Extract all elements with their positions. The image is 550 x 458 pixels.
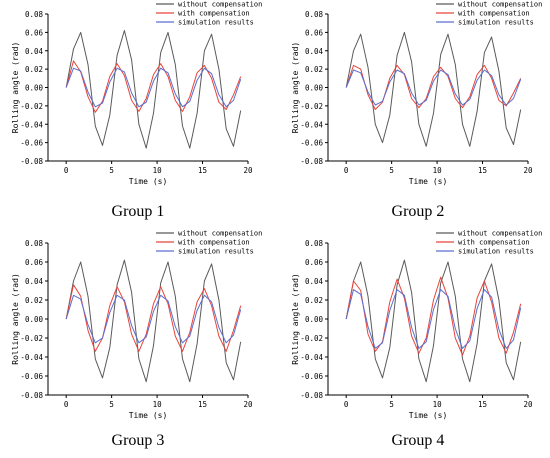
y-axis-label: Rolling angle (rad) <box>11 273 20 365</box>
chart-1: -0.08 -0.06 -0.04 -0.02 0.00 0.02 0.04 0.06 0.08… <box>11 1 262 187</box>
caption-group-3: Group 3 <box>111 432 165 449</box>
caption-group-2: Group 2 <box>391 203 445 220</box>
y-tick-label: 0.02 <box>305 296 323 305</box>
y-axis-label: Rolling angle (rad) <box>291 42 300 134</box>
series-line-simulation <box>65 67 242 108</box>
caption-group-4: Group 4 <box>391 432 445 449</box>
series-line-with <box>65 60 242 113</box>
y-tick-label: 0.06 <box>25 28 44 37</box>
x-tick-label: 20 <box>243 400 253 409</box>
series-line-without <box>65 259 242 383</box>
caption-group-1: Group 1 <box>111 203 165 220</box>
series-line-simulation <box>345 289 522 349</box>
x-axis-label: Time (s) <box>409 177 448 186</box>
legend-label-without: without compensation <box>178 1 262 9</box>
y-tick-label: 0.08 <box>305 10 324 19</box>
y-tick-label: -0.04 <box>300 353 323 362</box>
chart-4: -0.08 -0.06 -0.04 -0.02 0.00 0.02 0.04 0.06 0.08… <box>291 230 542 421</box>
y-tick-label: -0.04 <box>20 120 43 129</box>
y-tick-label: -0.02 <box>20 102 43 111</box>
x-tick-label: 5 <box>109 166 114 175</box>
y-tick-label: 0.06 <box>305 28 324 37</box>
x-tick-label: 5 <box>389 166 394 175</box>
x-tick-label: 20 <box>243 166 253 175</box>
chart-2: -0.08 -0.06 -0.04 -0.02 0.00 0.02 0.04 0.06 0.08… <box>291 1 542 187</box>
x-axis-label: Time (s) <box>129 411 168 420</box>
legend-label-simulation: simulation results <box>458 248 534 256</box>
y-tick-label: -0.06 <box>20 372 43 381</box>
y-tick-label: -0.08 <box>20 157 43 166</box>
x-tick-label: 10 <box>433 166 443 175</box>
y-axis-label: Rolling angle (rad) <box>291 273 300 365</box>
y-tick-label: 0.04 <box>305 277 324 286</box>
y-tick-label: 0.02 <box>305 65 323 74</box>
y-tick-label: 0.00 <box>25 84 44 93</box>
y-tick-label: 0.04 <box>25 277 44 286</box>
y-tick-label: 0.00 <box>305 315 324 324</box>
y-tick-label: -0.08 <box>300 157 323 166</box>
legend-label-simulation: simulation results <box>178 248 254 256</box>
legend-label-simulation: simulation results <box>178 19 254 27</box>
x-tick-label: 10 <box>433 400 443 409</box>
x-tick-label: 20 <box>523 400 533 409</box>
x-tick-label: 5 <box>109 400 114 409</box>
legend-label-simulation: simulation results <box>458 19 534 27</box>
series-line-without <box>345 31 522 147</box>
y-tick-label: 0.04 <box>25 47 44 56</box>
series-line-simulation <box>65 294 242 344</box>
legend-label-without: without compensation <box>458 1 542 9</box>
x-tick-label: 20 <box>523 166 533 175</box>
series-line-with <box>345 64 522 110</box>
x-tick-label: 0 <box>344 400 349 409</box>
y-tick-label: 0.06 <box>25 258 44 267</box>
legend-label-with: with compensation <box>178 239 250 247</box>
x-tick-label: 0 <box>344 166 349 175</box>
y-tick-label: -0.02 <box>300 102 323 111</box>
x-tick-label: 10 <box>153 166 163 175</box>
y-tick-label: 0.06 <box>305 258 324 267</box>
x-axis-label: Time (s) <box>409 411 448 420</box>
y-tick-label: -0.02 <box>20 334 43 343</box>
y-tick-label: -0.08 <box>20 391 43 400</box>
y-tick-label: 0.00 <box>25 315 44 324</box>
y-tick-label: -0.02 <box>300 334 323 343</box>
y-tick-label: -0.06 <box>300 139 323 148</box>
x-tick-label: 15 <box>478 166 487 175</box>
x-tick-label: 15 <box>198 400 207 409</box>
x-tick-label: 5 <box>389 400 394 409</box>
x-tick-label: 15 <box>198 166 207 175</box>
y-axis-label: Rolling angle (rad) <box>11 42 20 134</box>
x-tick-label: 10 <box>153 400 163 409</box>
y-tick-label: 0.00 <box>305 84 324 93</box>
legend-label-with: with compensation <box>458 10 530 18</box>
y-tick-label: 0.08 <box>25 10 44 19</box>
series-line-without <box>345 259 522 383</box>
y-tick-label: -0.04 <box>300 120 323 129</box>
series-line-simulation <box>345 69 522 106</box>
x-tick-label: 0 <box>64 166 69 175</box>
series-line-without <box>65 30 242 149</box>
y-tick-label: 0.02 <box>25 65 43 74</box>
x-tick-label: 15 <box>478 400 487 409</box>
legend-label-with: with compensation <box>178 10 250 18</box>
x-axis-label: Time (s) <box>129 177 168 186</box>
x-tick-label: 0 <box>64 400 69 409</box>
chart-3: -0.08 -0.06 -0.04 -0.02 0.00 0.02 0.04 0.06 0.08… <box>11 230 262 421</box>
y-tick-label: 0.04 <box>305 47 324 56</box>
series-line-with <box>65 284 242 352</box>
y-tick-label: -0.08 <box>300 391 323 400</box>
y-tick-label: -0.04 <box>20 353 43 362</box>
y-tick-label: -0.06 <box>300 372 323 381</box>
y-tick-label: 0.08 <box>305 239 324 248</box>
legend-label-without: without compensation <box>458 230 542 238</box>
legend-label-without: without compensation <box>178 230 262 238</box>
y-tick-label: 0.02 <box>25 296 43 305</box>
legend-label-with: with compensation <box>458 239 530 247</box>
y-tick-label: 0.08 <box>25 239 44 248</box>
series-line-with <box>345 276 522 356</box>
y-tick-label: -0.06 <box>20 139 43 148</box>
